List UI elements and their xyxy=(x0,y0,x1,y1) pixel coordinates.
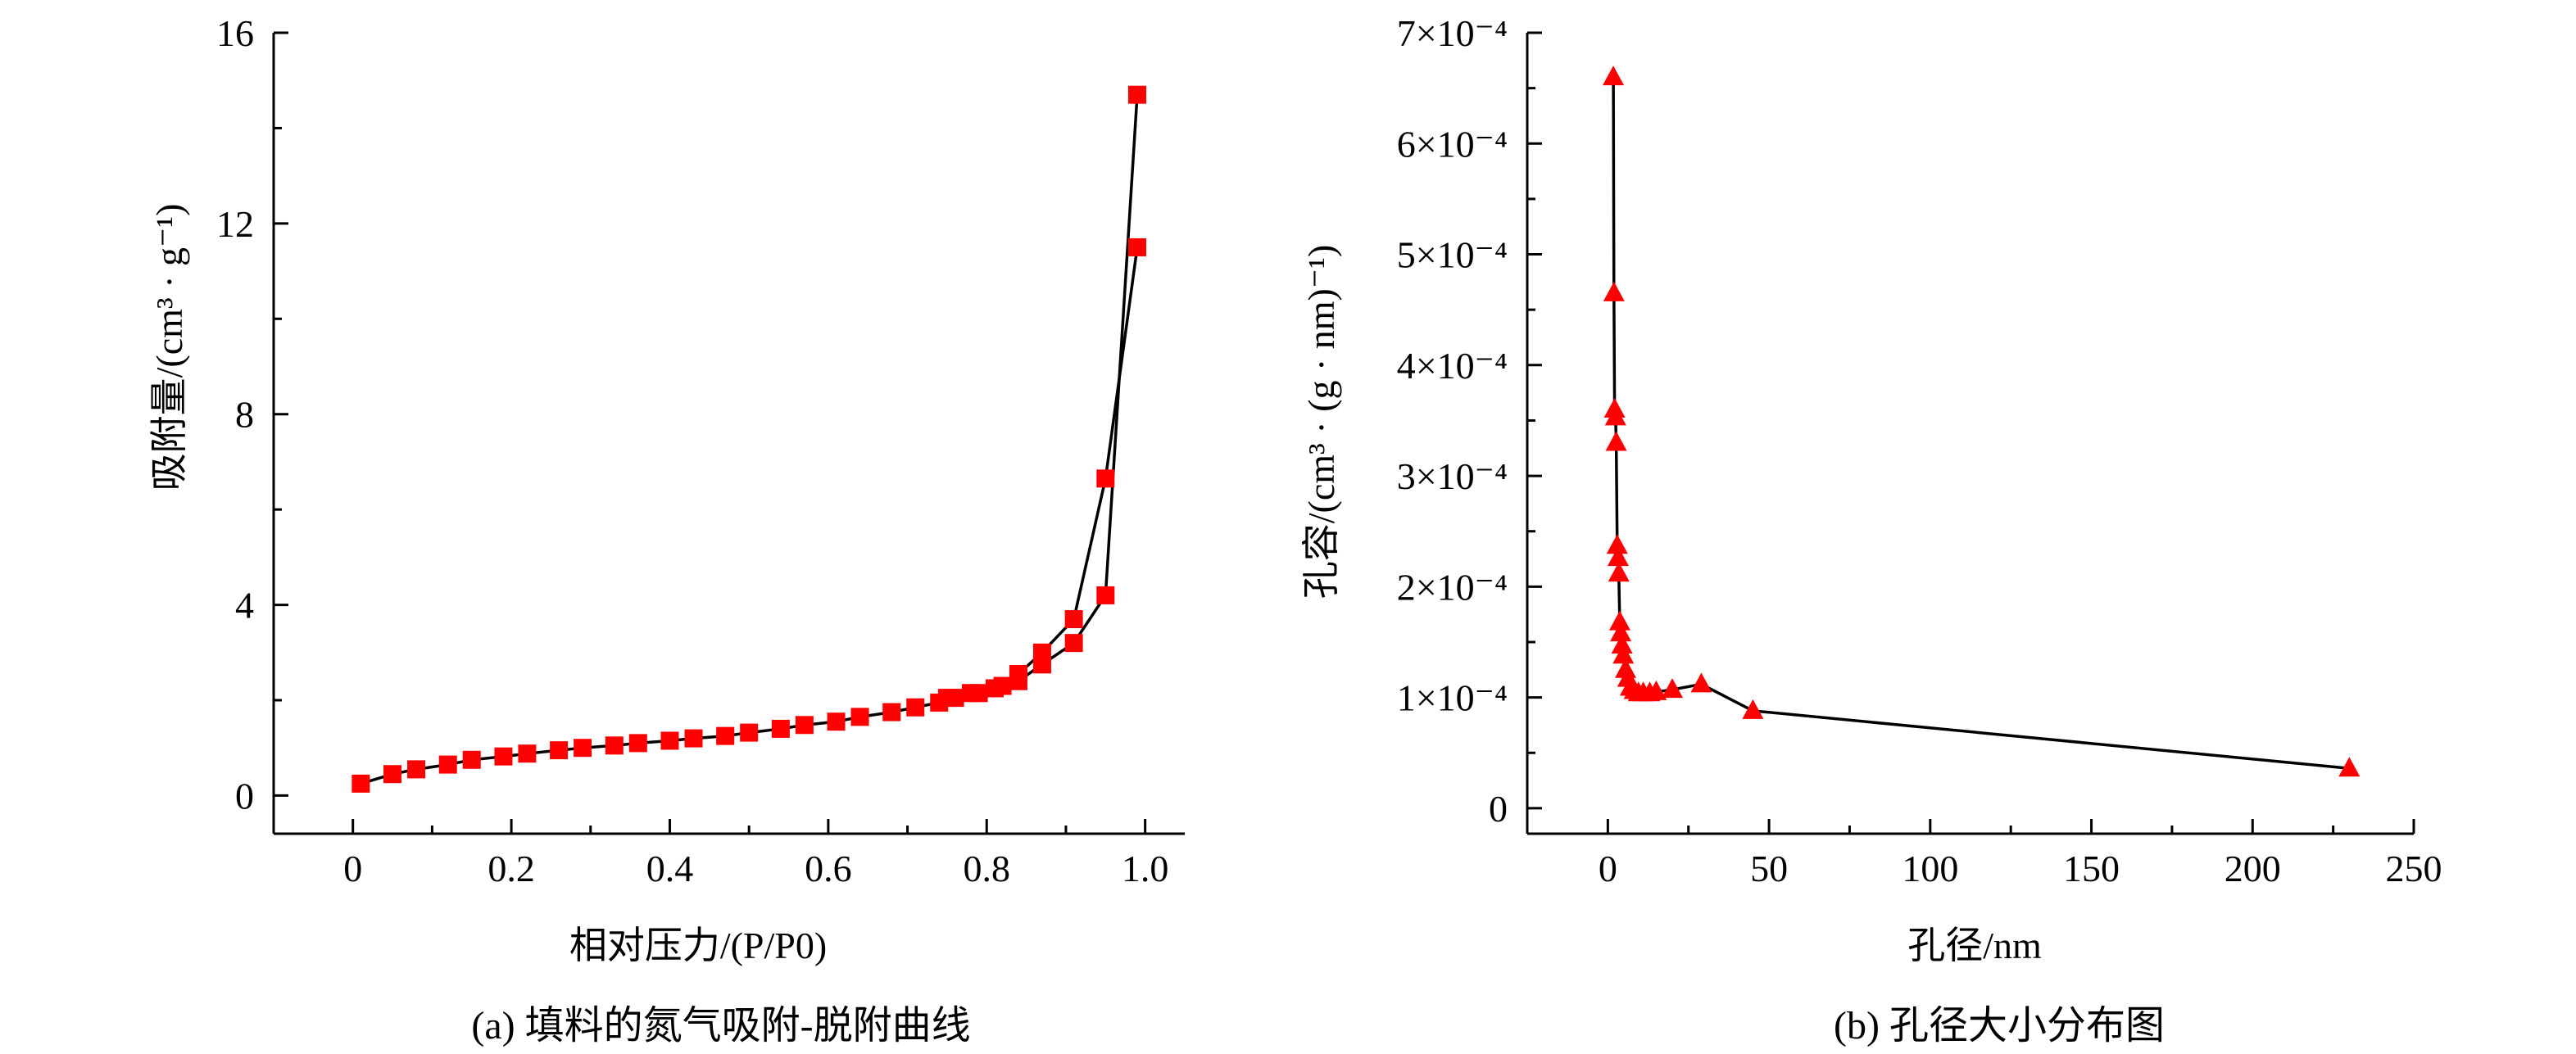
data-point xyxy=(795,716,814,735)
y-tick-label: 4 xyxy=(235,585,254,627)
y-tick-label: 0 xyxy=(235,775,254,817)
data-point xyxy=(1127,237,1146,256)
data-point xyxy=(407,760,426,779)
data-point xyxy=(906,698,925,717)
panel-a-x-axis-label: 相对压力/(P/P0) xyxy=(569,925,827,966)
y-tick-label: 0 xyxy=(1489,788,1508,830)
distribution-curve xyxy=(1612,77,2350,770)
panel-b-y-axis-label: 孔容/(cm³ · (g · nm)⁻¹) xyxy=(1300,245,1342,599)
x-tick-label: 0.4 xyxy=(646,848,694,889)
data-point xyxy=(1064,610,1083,629)
data-point xyxy=(1605,431,1627,451)
data-point xyxy=(1096,586,1115,604)
x-tick-label: 1.0 xyxy=(1122,848,1169,889)
data-point xyxy=(660,731,679,750)
data-point xyxy=(1603,66,1625,86)
panel-a-y-axis-label: 吸附量/(cm³ · g⁻¹) xyxy=(148,204,190,491)
x-tick-label: 50 xyxy=(1750,848,1788,889)
data-point xyxy=(1064,634,1083,653)
x-tick-label: 200 xyxy=(2225,848,2281,889)
data-point xyxy=(1608,610,1630,631)
data-point xyxy=(1662,678,1684,699)
x-tick-label: 0 xyxy=(343,848,362,889)
data-point xyxy=(771,719,790,738)
data-point xyxy=(462,750,481,769)
panel-b-fit-curve xyxy=(1612,77,2350,770)
y-tick-label: 16 xyxy=(216,12,254,54)
data-point xyxy=(937,689,956,708)
x-tick-label: 150 xyxy=(2063,848,2120,889)
data-point xyxy=(1608,562,1630,582)
data-point xyxy=(827,712,846,731)
panel-b-x-axis-label: 孔径/nm xyxy=(1907,925,2042,966)
data-point xyxy=(1096,469,1115,488)
data-point xyxy=(1604,405,1626,426)
data-point xyxy=(1606,534,1628,554)
data-point xyxy=(1612,644,1635,664)
data-point xyxy=(1742,699,1764,719)
x-tick-label: 0.6 xyxy=(805,848,852,889)
data-point xyxy=(684,729,703,748)
data-point xyxy=(494,747,513,766)
panel-b-caption: (b) 孔径大小分布图 xyxy=(1834,1004,2165,1047)
y-tick-label: 2×10⁻⁴ xyxy=(1397,566,1508,608)
data-point xyxy=(1607,546,1629,567)
x-tick-label: 100 xyxy=(1902,848,1958,889)
panel-a-caption: (a) 填料的氮气吸附-脱附曲线 xyxy=(471,1004,970,1047)
data-point xyxy=(716,726,735,745)
data-point xyxy=(628,734,647,753)
y-tick-label: 5×10⁻⁴ xyxy=(1397,234,1508,276)
panel-a-axes: 0 0.2 0.4 0.6 0.8 1.0 0 4 8 12 16 xyxy=(216,12,1185,889)
data-point xyxy=(550,741,569,760)
data-point xyxy=(1032,643,1051,662)
x-tick-label: 0.2 xyxy=(488,848,535,889)
data-point xyxy=(1611,634,1633,654)
data-point xyxy=(1610,622,1632,642)
y-tick-label: 4×10⁻⁴ xyxy=(1397,345,1508,387)
y-tick-label: 6×10⁻⁴ xyxy=(1397,123,1508,165)
data-point xyxy=(882,703,901,722)
data-point xyxy=(993,676,1012,695)
panel-b-markers xyxy=(1603,66,2361,777)
panel-a-markers xyxy=(351,85,1146,793)
data-point xyxy=(1690,672,1712,693)
data-point xyxy=(2338,757,2361,777)
data-point xyxy=(383,765,402,784)
y-tick-label: 12 xyxy=(216,203,254,245)
data-point xyxy=(1009,664,1027,683)
data-point xyxy=(518,744,537,763)
data-point xyxy=(605,736,624,755)
data-point xyxy=(438,755,457,774)
y-tick-label: 3×10⁻⁴ xyxy=(1397,455,1508,497)
data-point xyxy=(740,723,759,742)
panel-b-axes: 0 50 100 150 200 250 0 1×10⁻⁴ 2×10⁻⁴ 3×10⁻⁴ 4×10⁻⁴… xyxy=(1397,12,2442,889)
data-point xyxy=(351,774,370,793)
data-point xyxy=(1127,85,1146,104)
panel-b-pore-size-chart: 0 50 100 150 200 250 0 1×10⁻⁴ 2×10⁻⁴ 3×10⁻⁴ 4×10⁻⁴… xyxy=(1300,12,2442,1047)
y-tick-label: 7×10⁻⁴ xyxy=(1397,12,1508,54)
data-point xyxy=(574,739,592,758)
x-tick-label: 0.8 xyxy=(964,848,1011,889)
data-point xyxy=(1645,680,1667,700)
x-tick-label: 250 xyxy=(2386,848,2442,889)
data-point xyxy=(1603,281,1625,301)
y-tick-label: 8 xyxy=(235,394,254,436)
x-tick-label: 0 xyxy=(1599,848,1617,889)
data-point xyxy=(850,708,869,726)
y-tick-label: 1×10⁻⁴ xyxy=(1397,677,1508,719)
data-point xyxy=(969,684,988,703)
